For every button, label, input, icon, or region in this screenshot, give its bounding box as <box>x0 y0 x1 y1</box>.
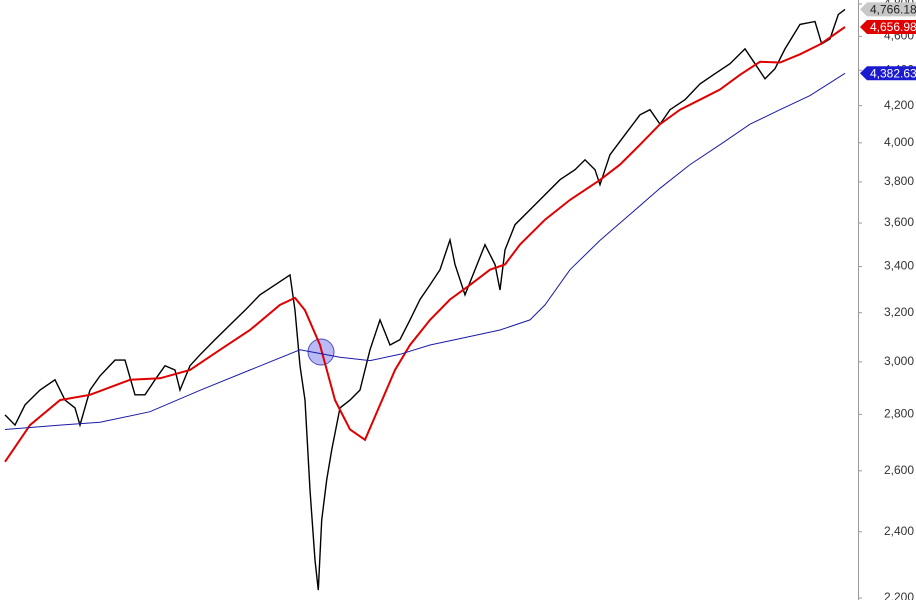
last-value-tag: 4,766.18 <box>860 2 916 17</box>
y-tick-label: 3,000 <box>884 354 914 368</box>
last-value-label: 4,382.63 <box>870 66 916 80</box>
last-value-box <box>860 66 916 81</box>
last-value-tag: 4,382.63 <box>860 66 916 80</box>
y-tick-label: 3,800 <box>884 174 914 188</box>
y-tick-label: 2,600 <box>884 463 914 477</box>
last-value-tag: 4,656.98 <box>860 20 916 34</box>
y-tick-label: 4,000 <box>884 135 914 149</box>
y-tick-label: 3,600 <box>884 215 914 229</box>
last-value-label: 4,766.18 <box>870 3 916 17</box>
last-value-box <box>860 20 916 35</box>
series-line <box>4 72 846 430</box>
y-tick-label: 4,200 <box>884 98 914 112</box>
y-tick-label: 2,400 <box>884 524 914 538</box>
last-value-label: 4,656.98 <box>870 20 916 34</box>
series-line <box>4 8 846 591</box>
last-value-box <box>860 2 916 17</box>
y-tick-label: 3,400 <box>884 259 914 273</box>
y-tick-label: 3,200 <box>884 305 914 319</box>
y-tick-label: 2,200 <box>884 590 914 600</box>
y-tick-label: 2,800 <box>884 407 914 421</box>
series-line <box>4 26 846 463</box>
